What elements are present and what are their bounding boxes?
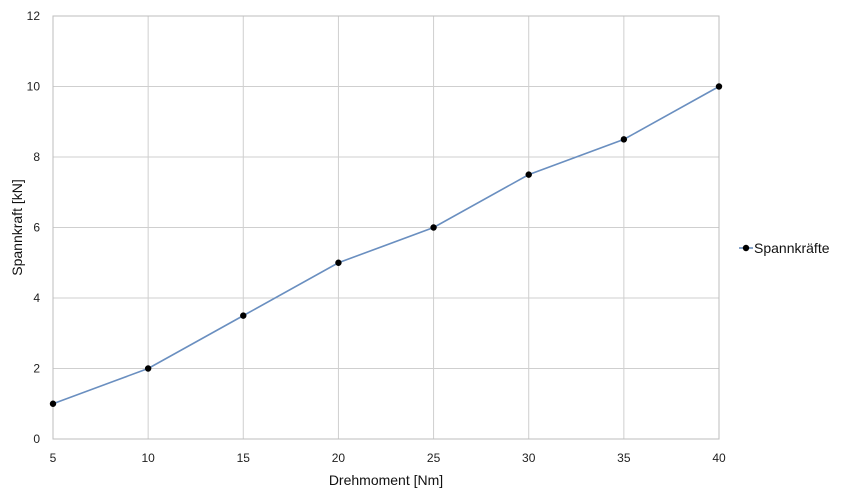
data-point	[525, 171, 532, 178]
y-tick-label: 6	[33, 221, 40, 235]
data-point	[430, 224, 437, 231]
legend-marker-swatch	[742, 244, 750, 252]
y-tick-label: 2	[33, 362, 40, 376]
y-tick-label: 4	[33, 291, 40, 305]
legend: Spannkräfte	[739, 240, 830, 256]
gridlines	[52, 15, 720, 440]
data-point	[620, 136, 628, 143]
x-tick-label: 40	[712, 451, 726, 465]
y-tick-label: 0	[33, 432, 40, 446]
x-tick-label: 35	[617, 451, 631, 465]
data-point	[335, 259, 342, 266]
axis-labels: Drehmoment [Nm] Spannkraft [kN]	[9, 179, 443, 488]
x-tick-label: 30	[522, 451, 536, 465]
legend-label: Spannkräfte	[754, 240, 830, 256]
data-point	[49, 400, 57, 407]
data-point	[240, 312, 247, 319]
x-tick-label: 20	[332, 451, 346, 465]
data-point	[715, 83, 723, 90]
x-tick-label: 25	[427, 451, 441, 465]
series-line	[52, 85, 720, 405]
y-axis-label: Spannkraft [kN]	[9, 179, 25, 276]
y-tick-label: 8	[33, 150, 40, 164]
x-tick-label: 15	[237, 451, 251, 465]
x-tick-label: 5	[50, 451, 57, 465]
data-point	[144, 365, 152, 372]
y-tick-label: 12	[27, 9, 41, 23]
plot-frame	[52, 15, 720, 440]
series-layer	[49, 83, 723, 407]
axes: 5 10 15 20 25 30 35 40 0 2 4 6 8 10 12	[27, 9, 726, 465]
x-axis-label: Drehmoment [Nm]	[329, 472, 443, 488]
y-tick-label: 10	[27, 80, 41, 94]
x-tick-label: 10	[141, 451, 155, 465]
